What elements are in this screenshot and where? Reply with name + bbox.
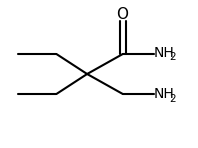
Text: 2: 2: [169, 52, 176, 62]
Text: O: O: [116, 7, 128, 22]
Text: NH: NH: [153, 87, 174, 101]
Text: 2: 2: [169, 94, 176, 104]
Text: NH: NH: [153, 46, 174, 59]
